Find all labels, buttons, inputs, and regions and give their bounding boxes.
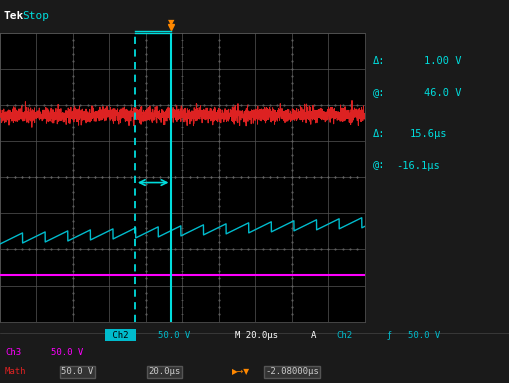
- Text: -16.1μs: -16.1μs: [395, 160, 439, 170]
- Text: 50.0 V: 50.0 V: [51, 348, 83, 357]
- Text: Tek: Tek: [4, 11, 24, 21]
- Text: ▶→▼: ▶→▼: [232, 367, 250, 376]
- Text: Ch3: Ch3: [5, 348, 21, 357]
- Text: 50.0 V: 50.0 V: [158, 331, 190, 340]
- Text: @:: @:: [372, 88, 385, 98]
- Text: Δ:: Δ:: [372, 56, 385, 67]
- Text: -2.08000μs: -2.08000μs: [265, 367, 318, 376]
- Text: Ch2: Ch2: [336, 331, 352, 340]
- Text: Math: Math: [5, 367, 26, 376]
- Text: 50.0 V: 50.0 V: [407, 331, 439, 340]
- Text: 1.00 V: 1.00 V: [423, 56, 461, 67]
- Text: 20.0μs: 20.0μs: [148, 367, 180, 376]
- Text: ▼: ▼: [168, 18, 174, 27]
- Text: A: A: [310, 331, 316, 340]
- Text: Stop: Stop: [22, 11, 49, 21]
- Text: @:: @:: [372, 160, 385, 170]
- Text: 50.0 V: 50.0 V: [61, 367, 93, 376]
- Text: 46.0 V: 46.0 V: [423, 88, 461, 98]
- Text: Ch2: Ch2: [107, 331, 134, 340]
- Text: ƒ: ƒ: [387, 331, 390, 340]
- Text: 15.6μs: 15.6μs: [409, 129, 447, 139]
- Text: Δ:: Δ:: [372, 129, 385, 139]
- Text: M 20.0μs: M 20.0μs: [234, 331, 277, 340]
